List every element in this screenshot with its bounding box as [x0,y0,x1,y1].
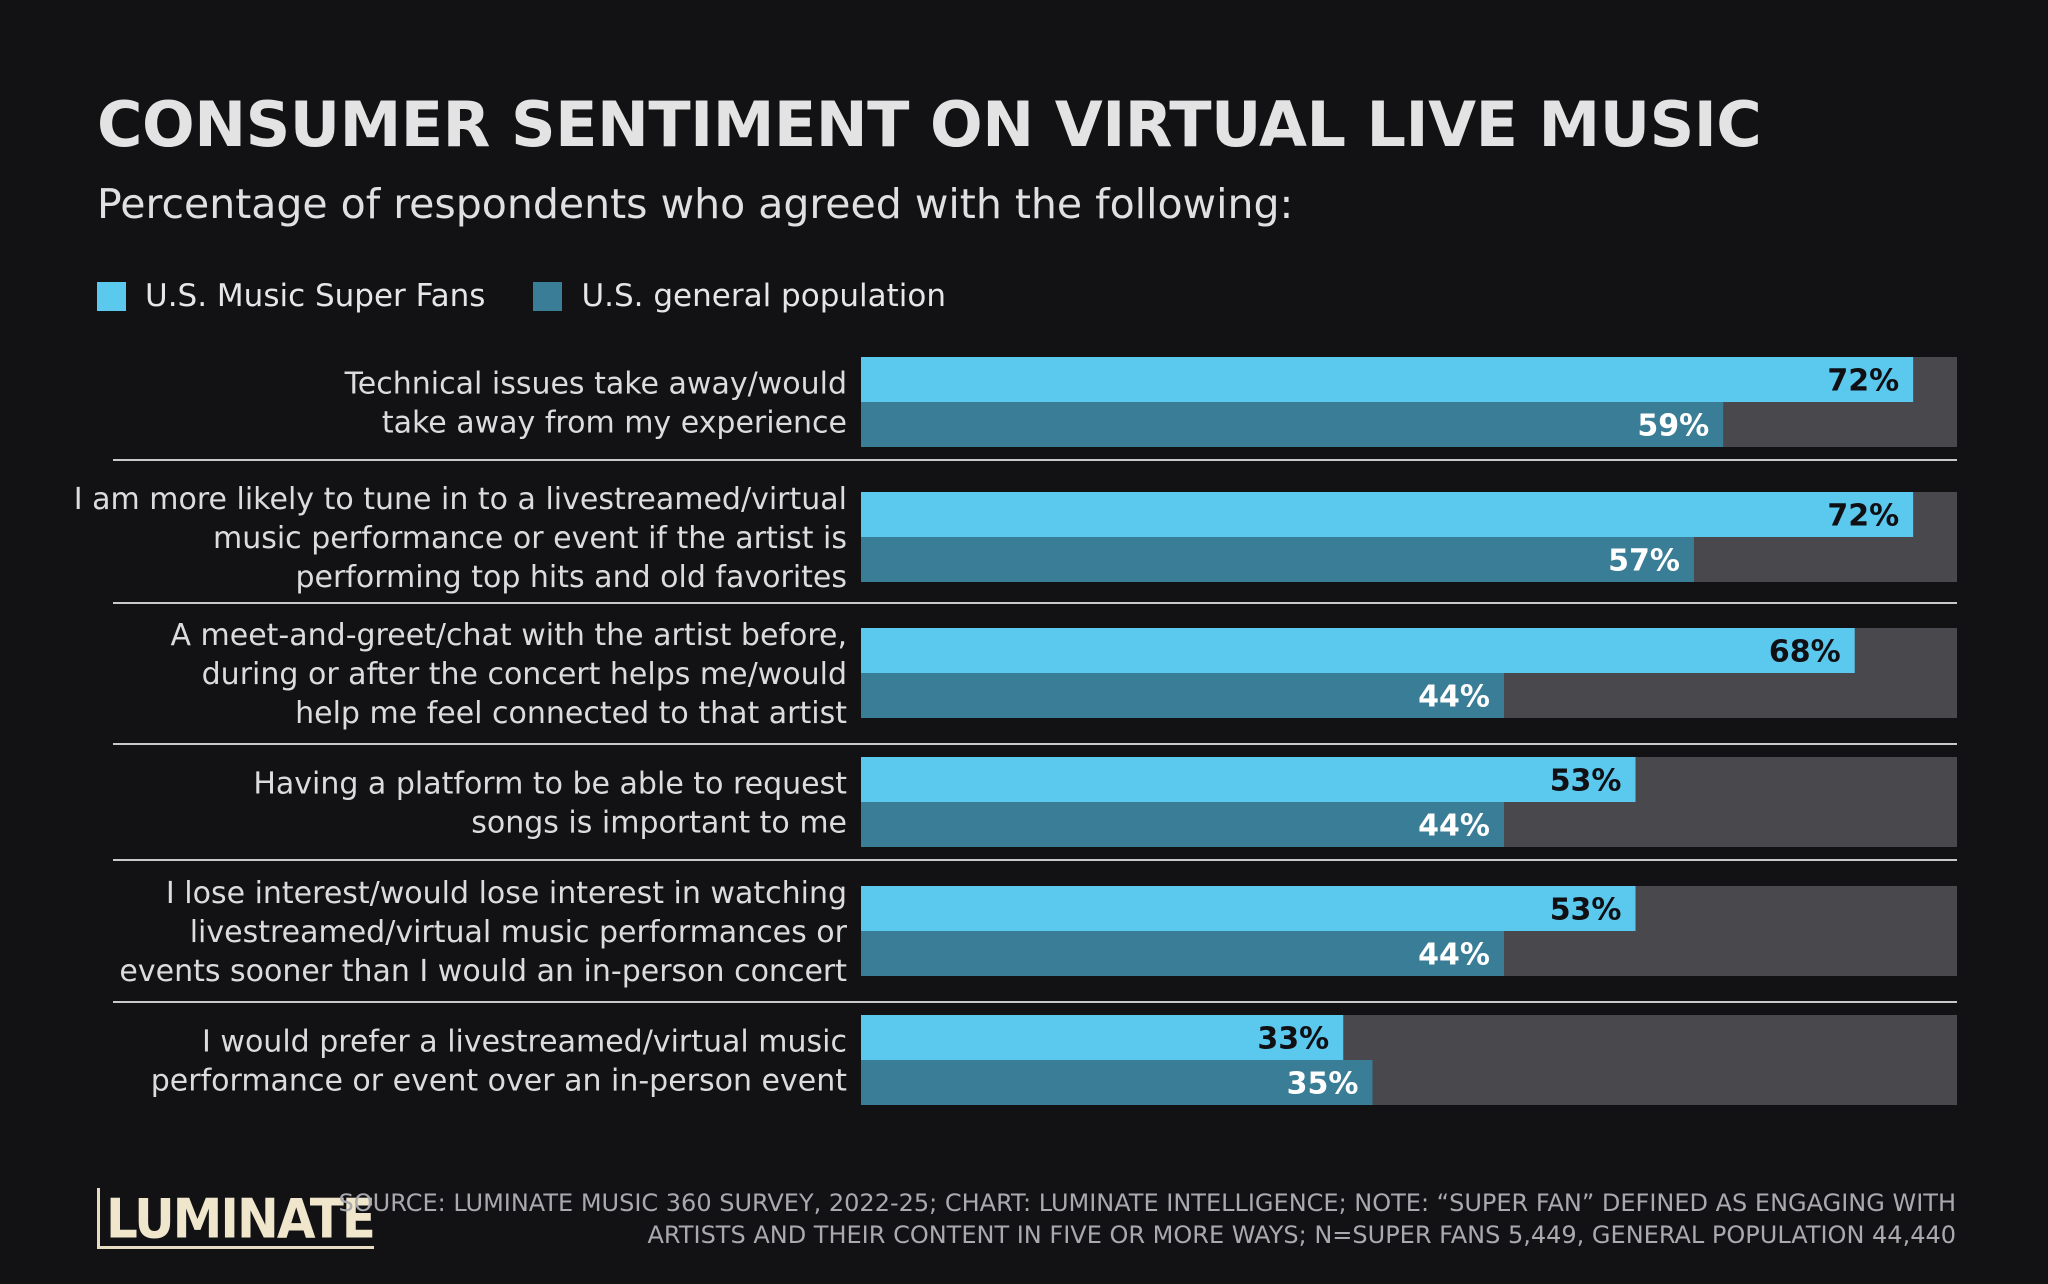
value-label-general-5: 35% [1287,1067,1359,1102]
legend: U.S. Music Super Fans U.S. general popul… [97,278,994,314]
value-label-superfans-1: 72% [1827,499,1899,534]
value-label-general-2: 44% [1418,680,1490,715]
source-note: SOURCE: LUMINATE MUSIC 360 SURVEY, 2022-… [338,1189,1956,1249]
bar-general-4 [861,931,1504,976]
logo-text: LUMINATE [106,1187,376,1251]
category-label-5-0: I would prefer a livestreamed/virtual mu… [202,1025,847,1060]
category-label-1-0: I am more likely to tune in to a livestr… [74,482,847,517]
category-label-3-0: Having a platform to be able to request [253,767,847,802]
category-label-2-1: during or after the concert helps me/wou… [202,657,847,692]
bar-superfans-2 [861,628,1855,673]
category-label-4-1: livestreamed/virtual music performances … [190,915,848,950]
value-label-superfans-3: 53% [1550,764,1622,799]
category-label-0-0: Technical issues take away/would [344,367,847,402]
legend-item-superfans: U.S. Music Super Fans [97,278,485,314]
bar-superfans-3 [861,757,1636,802]
bar-superfans-0 [861,357,1914,402]
legend-swatch-general [533,281,563,311]
category-label-0-1: take away from my experience [382,406,847,441]
category-label-5-1: performance or event over an in-person e… [151,1064,847,1099]
bar-superfans-4 [861,886,1636,931]
value-label-superfans-2: 68% [1769,635,1841,670]
bar-superfans-5 [861,1015,1344,1060]
legend-swatch-superfans [97,281,126,311]
value-label-superfans-5: 33% [1257,1022,1329,1057]
legend-label-superfans: U.S. Music Super Fans [145,278,486,314]
chart-subtitle: Percentage of respondents who agreed wit… [97,180,1294,228]
category-label-4-0: I lose interest/would lose interest in w… [166,876,847,911]
value-label-general-3: 44% [1418,809,1490,844]
category-label-2-2: help me feel connected to that artist [295,696,847,731]
value-label-superfans-0: 72% [1827,364,1899,399]
value-label-general-1: 57% [1608,544,1680,579]
luminate-logo: LUMINATE [97,1187,376,1251]
legend-item-general: U.S. general population [533,278,946,314]
chart-title: CONSUMER SENTIMENT ON VIRTUAL LIVE MUSIC [97,88,1762,161]
bar-general-2 [861,673,1504,718]
category-label-4-2: events sooner than I would an in-person … [119,954,847,989]
bar-general-5 [861,1060,1373,1105]
category-label-2-0: A meet-and-greet/chat with the artist be… [170,618,847,653]
legend-label-general: U.S. general population [581,278,947,314]
bar-general-1 [861,537,1694,582]
value-label-general-4: 44% [1418,938,1490,973]
bar-general-0 [861,402,1724,447]
category-label-1-1: music performance or event if the artist… [213,521,847,556]
bar-general-3 [861,802,1504,847]
value-label-general-0: 59% [1637,409,1709,444]
value-label-superfans-4: 53% [1550,893,1622,928]
category-label-3-1: songs is important to me [471,806,847,841]
bar-superfans-1 [861,492,1914,537]
category-label-1-2: performing top hits and old favorites [296,560,848,595]
